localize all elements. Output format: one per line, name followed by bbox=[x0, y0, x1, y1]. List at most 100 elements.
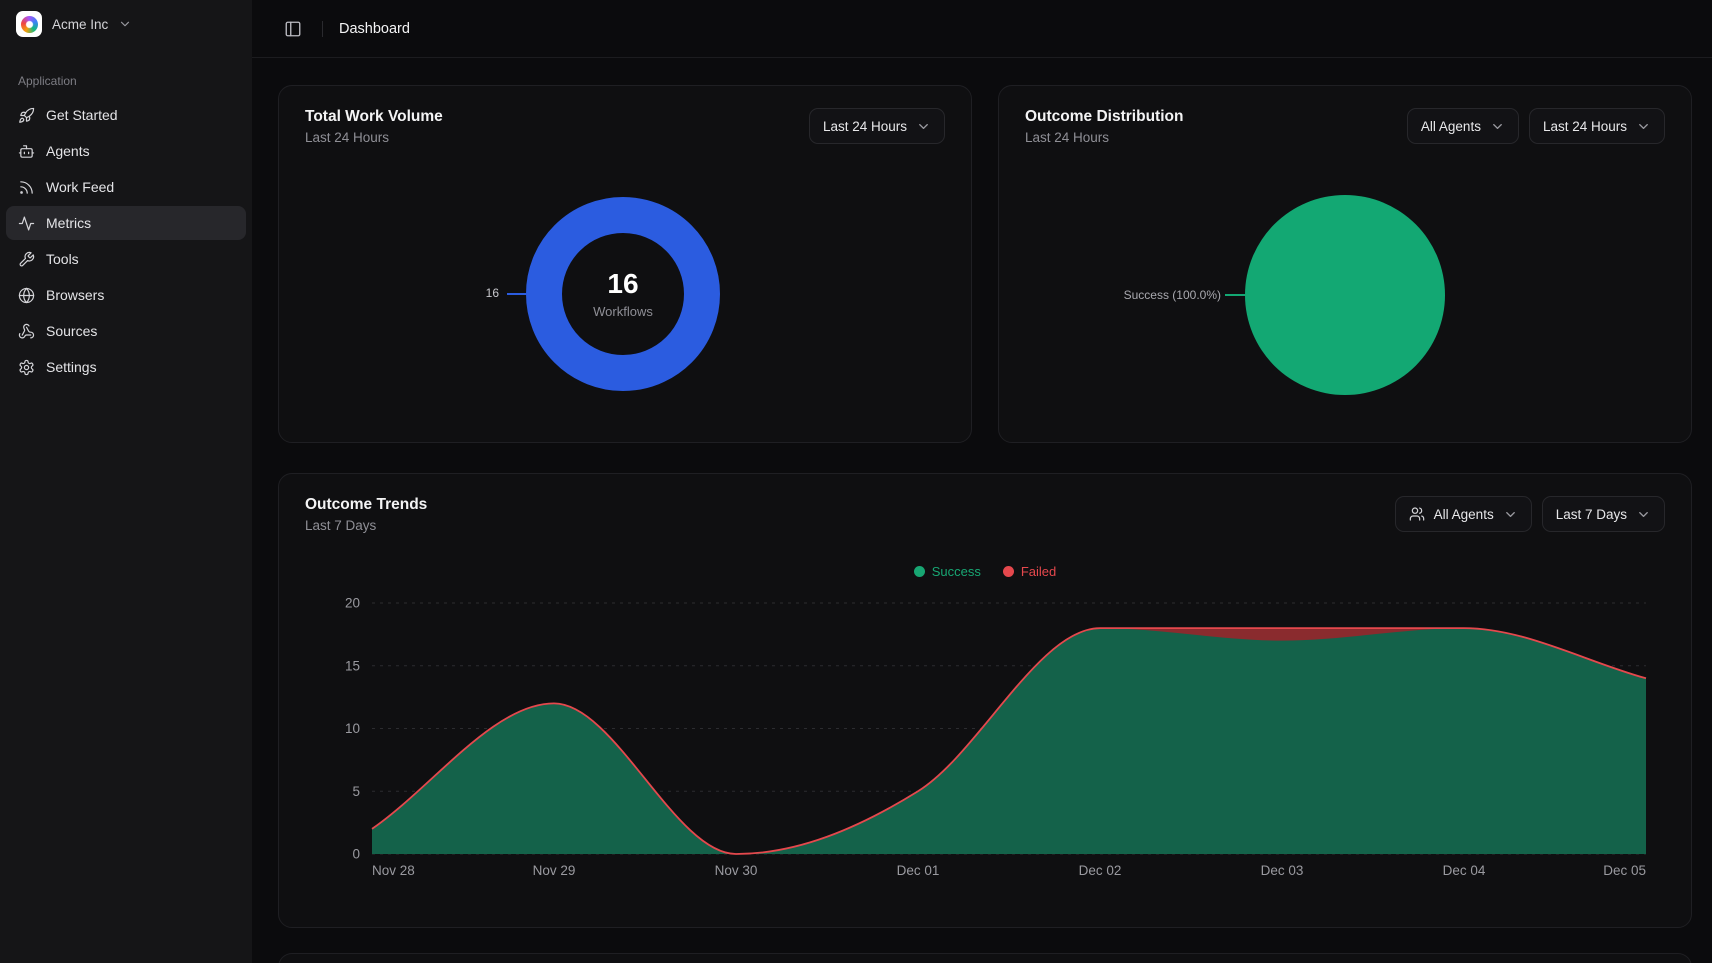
sidebar-item-settings[interactable]: Settings bbox=[6, 350, 246, 384]
svg-text:Nov 29: Nov 29 bbox=[533, 863, 576, 878]
workflows-donut-chart[interactable]: 16 Workflows bbox=[526, 197, 720, 391]
svg-text:Nov 28: Nov 28 bbox=[372, 863, 415, 878]
settings-icon bbox=[19, 359, 34, 375]
pie-leader-line bbox=[1225, 294, 1245, 296]
select-value: All Agents bbox=[1420, 118, 1481, 134]
donut-center-label: Workflows bbox=[593, 303, 653, 319]
svg-text:20: 20 bbox=[345, 596, 360, 611]
chevron-down-icon bbox=[1493, 123, 1502, 129]
svg-text:Dec 04: Dec 04 bbox=[1443, 863, 1486, 878]
sidebar-item-agents[interactable]: Agents bbox=[6, 134, 246, 168]
chevron-down-icon bbox=[118, 17, 132, 31]
next-card-partial bbox=[278, 953, 1692, 963]
sidebar-item-sources[interactable]: Sources bbox=[6, 314, 246, 348]
webhook-icon bbox=[18, 323, 35, 338]
page-title: Dashboard bbox=[339, 20, 410, 37]
volume-range-select[interactable]: Last 24 Hours bbox=[808, 108, 945, 144]
sidebar-item-label: Settings bbox=[46, 359, 97, 375]
success-legend-dot bbox=[913, 566, 925, 577]
topbar: Dashboard bbox=[252, 0, 1712, 58]
failed-legend-dot bbox=[1002, 566, 1014, 577]
chart-legend: Success Failed bbox=[279, 564, 1691, 579]
select-value: Last 24 Hours bbox=[822, 118, 907, 134]
select-value: Last 7 Days bbox=[1555, 506, 1627, 522]
rss-icon bbox=[20, 180, 33, 194]
svg-text:Dec 05: Dec 05 bbox=[1603, 863, 1646, 878]
card-title: Outcome Distribution bbox=[1025, 108, 1184, 125]
chevron-down-icon bbox=[919, 123, 928, 129]
card-header: Outcome Distribution Last 24 Hours All A… bbox=[1025, 108, 1665, 145]
card-header: Outcome Trends Last 7 Days All Agents La… bbox=[305, 496, 1665, 533]
svg-text:Dec 03: Dec 03 bbox=[1261, 863, 1304, 878]
distribution-range-select[interactable]: Last 24 Hours bbox=[1528, 108, 1665, 144]
outcome-pie-chart[interactable] bbox=[1245, 195, 1445, 395]
select-value: Last 24 Hours bbox=[1542, 118, 1627, 134]
distribution-agent-select[interactable]: All Agents bbox=[1406, 108, 1519, 144]
total-work-volume-card: Total Work Volume Last 24 Hours Last 24 … bbox=[278, 85, 972, 443]
sidebar-item-label: Work Feed bbox=[46, 179, 115, 195]
pie-slice-label: Success (100.0%) bbox=[1123, 288, 1221, 302]
svg-text:Dec 02: Dec 02 bbox=[1079, 863, 1122, 878]
legend-item-success: Success bbox=[913, 564, 981, 579]
sidebar-item-browsers[interactable]: Browsers bbox=[6, 278, 246, 312]
card-titles: Outcome Distribution Last 24 Hours bbox=[1025, 108, 1183, 145]
sidebar-item-label: Tools bbox=[46, 251, 79, 267]
chevron-down-icon bbox=[1639, 123, 1648, 129]
sidebar-item-label: Get Started bbox=[46, 107, 118, 123]
outcome-distribution-card: Outcome Distribution Last 24 Hours All A… bbox=[998, 85, 1692, 443]
users-icon bbox=[1409, 507, 1424, 521]
sidebar-item-label: Metrics bbox=[46, 215, 92, 231]
rocket-icon bbox=[19, 107, 35, 123]
outcome-trends-area-chart[interactable]: 0 5 10 15 20 Nov 28 Nov 29 Nov 30 Dec 01 Dec 02 De… bbox=[319, 594, 1653, 894]
dashboard-content: Total Work Volume Last 24 Hours Last 24 … bbox=[252, 58, 1712, 963]
card-titles: Outcome Trends Last 7 Days bbox=[305, 496, 427, 533]
sidebar-nav: Get Started Agents Work Feed Metrics Tools Br… bbox=[0, 98, 252, 384]
card-subtitle: Last 24 Hours bbox=[305, 130, 390, 145]
sidebar-item-get-started[interactable]: Get Started bbox=[6, 98, 246, 132]
topbar-divider bbox=[322, 20, 323, 37]
sidebar-toggle-button[interactable] bbox=[280, 16, 306, 42]
top-cards-row: Total Work Volume Last 24 Hours Last 24 … bbox=[278, 85, 1692, 443]
trends-range-select[interactable]: Last 7 Days bbox=[1541, 496, 1665, 532]
legend-item-failed: Failed bbox=[1002, 564, 1057, 579]
card-title: Outcome Trends bbox=[305, 496, 428, 513]
donut-leader-line bbox=[507, 293, 526, 295]
sidebar-item-work-feed[interactable]: Work Feed bbox=[6, 170, 246, 204]
org-name: Acme Inc bbox=[52, 16, 109, 32]
svg-text:5: 5 bbox=[352, 784, 360, 799]
svg-text:15: 15 bbox=[345, 658, 360, 673]
main-area: Dashboard Total Work Volume Last 24 Hour… bbox=[252, 0, 1712, 963]
org-switcher[interactable]: Acme Inc bbox=[0, 0, 252, 48]
outcome-trends-card: Outcome Trends Last 7 Days All Agents La… bbox=[278, 473, 1692, 928]
card-subtitle: Last 24 Hours bbox=[1025, 130, 1110, 145]
legend-label: Success bbox=[931, 564, 981, 579]
sidebar-section-label: Application bbox=[18, 74, 77, 88]
card-title: Total Work Volume bbox=[305, 108, 443, 125]
card-controls: All Agents Last 7 Days bbox=[1394, 496, 1665, 532]
chevron-down-icon bbox=[1639, 511, 1648, 517]
card-subtitle: Last 7 Days bbox=[305, 518, 377, 533]
svg-text:0: 0 bbox=[352, 847, 360, 862]
card-controls: All Agents Last 24 Hours bbox=[1406, 108, 1665, 144]
select-value: All Agents bbox=[1433, 506, 1494, 522]
card-titles: Total Work Volume Last 24 Hours bbox=[305, 108, 443, 145]
globe-icon bbox=[18, 287, 35, 303]
svg-text:10: 10 bbox=[345, 721, 360, 736]
sidebar-item-label: Agents bbox=[46, 143, 90, 159]
bot-icon bbox=[18, 144, 35, 158]
acme-logo bbox=[16, 11, 42, 37]
legend-label: Failed bbox=[1020, 564, 1057, 579]
sidebar-item-metrics[interactable]: Metrics bbox=[6, 206, 246, 240]
sidebar-item-label: Sources bbox=[46, 323, 98, 339]
svg-text:Dec 01: Dec 01 bbox=[897, 863, 940, 878]
svg-text:Nov 30: Nov 30 bbox=[715, 863, 758, 878]
logo-swirl bbox=[20, 15, 38, 33]
sidebar-item-tools[interactable]: Tools bbox=[6, 242, 246, 276]
trends-agent-select[interactable]: All Agents bbox=[1394, 496, 1532, 532]
activity-icon bbox=[18, 216, 35, 230]
card-controls: Last 24 Hours bbox=[808, 108, 945, 144]
donut-center-value: 16 bbox=[607, 268, 639, 300]
donut-slice-label: 16 bbox=[485, 286, 499, 300]
sidebar: Acme Inc Application Get Started Agents Wo… bbox=[0, 0, 252, 963]
